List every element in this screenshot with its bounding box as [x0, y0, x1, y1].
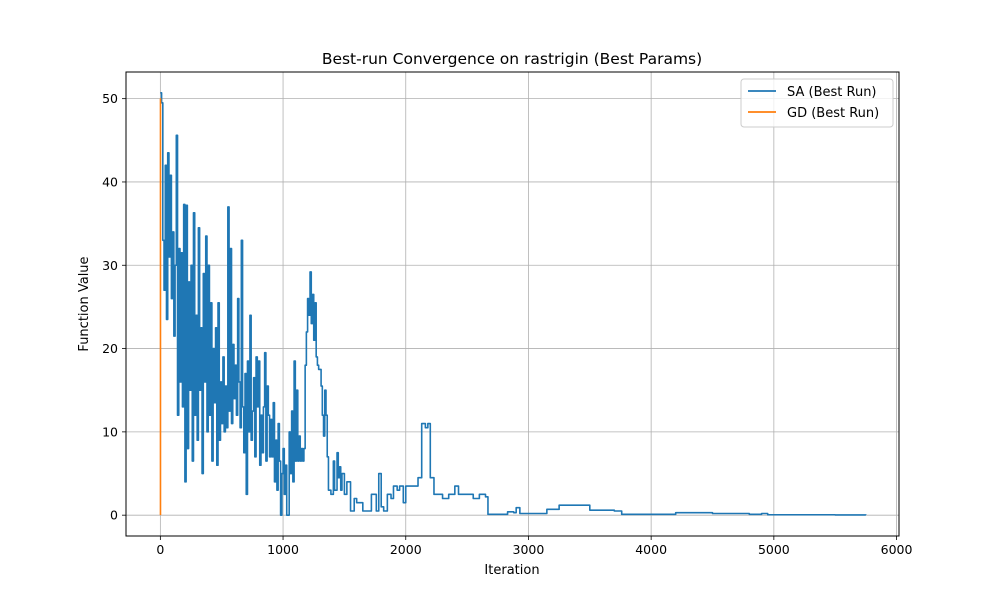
x-tick-label: 2000: [390, 542, 422, 557]
y-tick-label: 20: [102, 341, 118, 356]
y-tick-label: 50: [102, 91, 118, 106]
x-tick-label: 3000: [513, 542, 545, 557]
plot-area: [159, 92, 867, 516]
axes-frame: [125, 71, 900, 537]
legend: SA (Best Run) GD (Best Run): [740, 78, 894, 128]
chart-title: Best-run Convergence on rastrigin (Best …: [322, 50, 702, 68]
y-tick-label: 40: [102, 174, 118, 189]
y-axis: 0 10 20 30 40 50: [102, 91, 126, 523]
y-tick-label: 10: [102, 424, 118, 439]
x-axis: 0 1000 2000 3000 4000 5000 6000: [156, 536, 912, 557]
y-axis-title: Function Value: [77, 256, 92, 351]
legend-label-gd: GD (Best Run): [787, 106, 879, 121]
x-tick-label: 1000: [267, 542, 299, 557]
x-tick-label: 0: [156, 542, 164, 557]
y-tick-label: 30: [102, 258, 118, 273]
legend-box: [740, 78, 894, 128]
x-axis-title: Iteration: [484, 563, 539, 578]
series-line-sa: [160, 92, 867, 516]
x-tick-label: 5000: [758, 542, 790, 557]
x-tick-label: 6000: [881, 542, 913, 557]
y-tick-label: 0: [110, 508, 118, 523]
x-tick-label: 4000: [635, 542, 667, 557]
legend-label-sa: SA (Best Run): [787, 85, 877, 100]
